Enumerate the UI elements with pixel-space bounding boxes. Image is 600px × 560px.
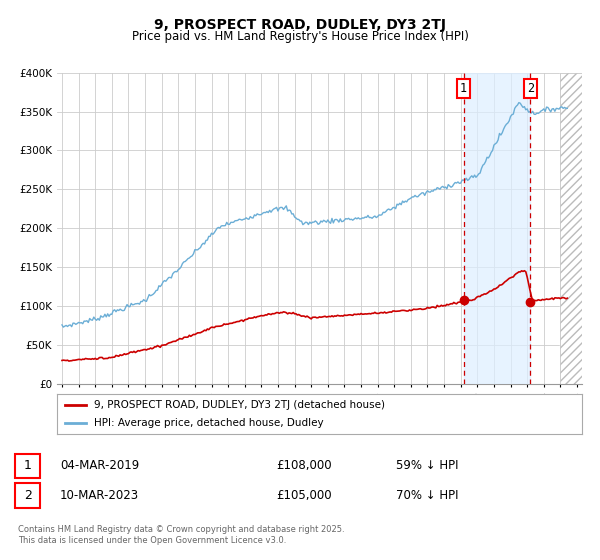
Text: 59% ↓ HPI: 59% ↓ HPI xyxy=(396,459,458,473)
Text: 70% ↓ HPI: 70% ↓ HPI xyxy=(396,489,458,502)
Text: 2: 2 xyxy=(527,82,534,95)
Text: 9, PROSPECT ROAD, DUDLEY, DY3 2TJ: 9, PROSPECT ROAD, DUDLEY, DY3 2TJ xyxy=(154,18,446,32)
Text: 2: 2 xyxy=(23,489,32,502)
Text: 9, PROSPECT ROAD, DUDLEY, DY3 2TJ (detached house): 9, PROSPECT ROAD, DUDLEY, DY3 2TJ (detac… xyxy=(94,400,385,409)
Text: 04-MAR-2019: 04-MAR-2019 xyxy=(60,459,139,473)
Text: £108,000: £108,000 xyxy=(276,459,332,473)
Text: 1: 1 xyxy=(460,82,467,95)
Bar xyxy=(464,73,530,384)
Text: Contains HM Land Registry data © Crown copyright and database right 2025.
This d: Contains HM Land Registry data © Crown c… xyxy=(18,525,344,545)
Text: 10-MAR-2023: 10-MAR-2023 xyxy=(60,489,139,502)
Text: Price paid vs. HM Land Registry's House Price Index (HPI): Price paid vs. HM Land Registry's House … xyxy=(131,30,469,43)
Text: £105,000: £105,000 xyxy=(276,489,332,502)
Text: HPI: Average price, detached house, Dudley: HPI: Average price, detached house, Dudl… xyxy=(94,418,323,428)
Text: 1: 1 xyxy=(23,459,32,473)
